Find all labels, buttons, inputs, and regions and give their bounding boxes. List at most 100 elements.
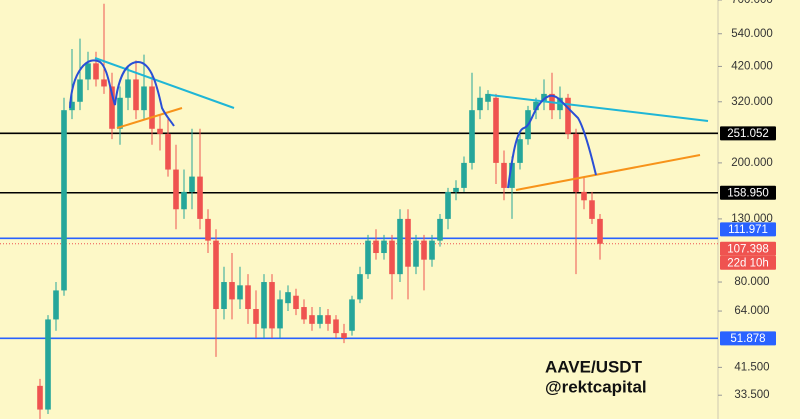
candle-body: [93, 63, 99, 80]
candle-body: [565, 97, 571, 134]
candle-body: [389, 240, 395, 275]
level-label: 158.950: [727, 187, 769, 199]
candle-body: [285, 292, 291, 304]
candle-body: [165, 133, 171, 170]
y-tick-label: 320.000: [731, 96, 773, 108]
candle-body: [581, 191, 587, 201]
candle-body: [117, 97, 123, 129]
candle-body: [37, 385, 43, 410]
candle-body: [381, 240, 387, 254]
level-label: 111.971: [728, 224, 768, 236]
candle-body: [461, 162, 467, 188]
candle-body: [269, 282, 275, 329]
trendline: [94, 57, 235, 109]
candle-body: [493, 97, 499, 163]
level-label: 51.878: [730, 333, 765, 345]
candle-body: [533, 101, 539, 111]
level-labels: 251.052 158.950 111.971 107.398 22d 10h 51.87…: [720, 126, 776, 346]
candle-body: [365, 240, 371, 275]
pattern-curve: [69, 59, 175, 127]
candle-body: [213, 240, 219, 310]
candle-body: [181, 191, 187, 210]
candle-body: [173, 169, 179, 210]
countdown-label: 22d 10h: [727, 257, 769, 269]
candle-body: [413, 240, 419, 267]
neckline: [116, 107, 183, 129]
y-tick-label: 130.000: [731, 213, 773, 225]
candle-body: [221, 282, 227, 310]
level-label-box: [720, 185, 776, 200]
level-label: 251.052: [727, 128, 769, 140]
level-label-box: [720, 126, 776, 141]
y-tick-label: 41.500: [734, 361, 769, 373]
candle-body: [405, 218, 411, 267]
candle-body: [205, 218, 211, 241]
candle-body: [277, 299, 283, 329]
y-tick-label: 200.000: [731, 157, 773, 169]
candle-body: [77, 79, 83, 102]
candle-body: [477, 97, 483, 111]
candle-body: [237, 285, 243, 300]
candle-body: [357, 274, 363, 300]
candle-body: [229, 282, 235, 300]
candle-body: [573, 133, 579, 192]
pair-label: AAVE/USDT: [545, 357, 643, 376]
candles: [37, 3, 603, 419]
candle-body: [157, 128, 163, 134]
candle-body: [429, 240, 435, 260]
candle-body: [517, 139, 523, 163]
price-axis: 700.000 540.000 420.000 320.000 200.000 130.0…: [718, 0, 773, 401]
drawings: [69, 57, 709, 191]
candle-body: [141, 86, 147, 111]
candle-body: [245, 285, 251, 310]
candle-body: [85, 63, 91, 80]
level-label-box: [720, 241, 776, 256]
candle-body: [301, 307, 307, 320]
candle-body: [397, 218, 403, 275]
candle-body: [253, 309, 259, 324]
candle-body: [333, 319, 339, 334]
candle-body: [589, 200, 595, 219]
candle-body: [501, 162, 507, 188]
candle-body: [197, 176, 203, 219]
candle-body: [597, 218, 603, 244]
candle-body: [53, 290, 59, 320]
trendline: [489, 94, 709, 122]
candle-body: [453, 187, 459, 192]
candle-body: [421, 240, 427, 260]
candle-body: [317, 315, 323, 324]
y-tick-label: 420.000: [731, 60, 773, 72]
candle-body: [485, 93, 491, 102]
candle-body: [349, 299, 355, 331]
y-tick-label: 33.500: [734, 389, 769, 401]
y-tick-label: 540.000: [731, 28, 773, 40]
candle-body: [149, 86, 155, 129]
neckline: [515, 154, 701, 191]
candle-body: [373, 240, 379, 254]
candle-body: [69, 101, 75, 111]
candle-body: [325, 315, 331, 324]
candle-body: [45, 319, 51, 410]
pattern-curve: [507, 94, 597, 189]
candle-body: [109, 86, 115, 129]
countdown-box: [720, 255, 776, 270]
candle-body: [293, 295, 299, 310]
candle-body: [261, 282, 267, 329]
candle-body: [101, 79, 107, 87]
candle-body: [445, 191, 451, 219]
candle-body: [61, 110, 67, 291]
candle-body: [133, 79, 139, 111]
candle-body: [309, 315, 315, 324]
y-tick-label: 64.000: [734, 305, 769, 317]
level-label: 107.398: [727, 243, 769, 255]
y-tick-label: 700.000: [731, 0, 773, 6]
candle-body: [341, 333, 347, 339]
candle-body: [125, 79, 131, 98]
y-tick-label: 80.000: [734, 276, 769, 288]
level-label-box: [720, 222, 776, 237]
candle-body: [509, 162, 515, 188]
candle-body: [469, 110, 475, 163]
level-label-box: [720, 331, 776, 346]
